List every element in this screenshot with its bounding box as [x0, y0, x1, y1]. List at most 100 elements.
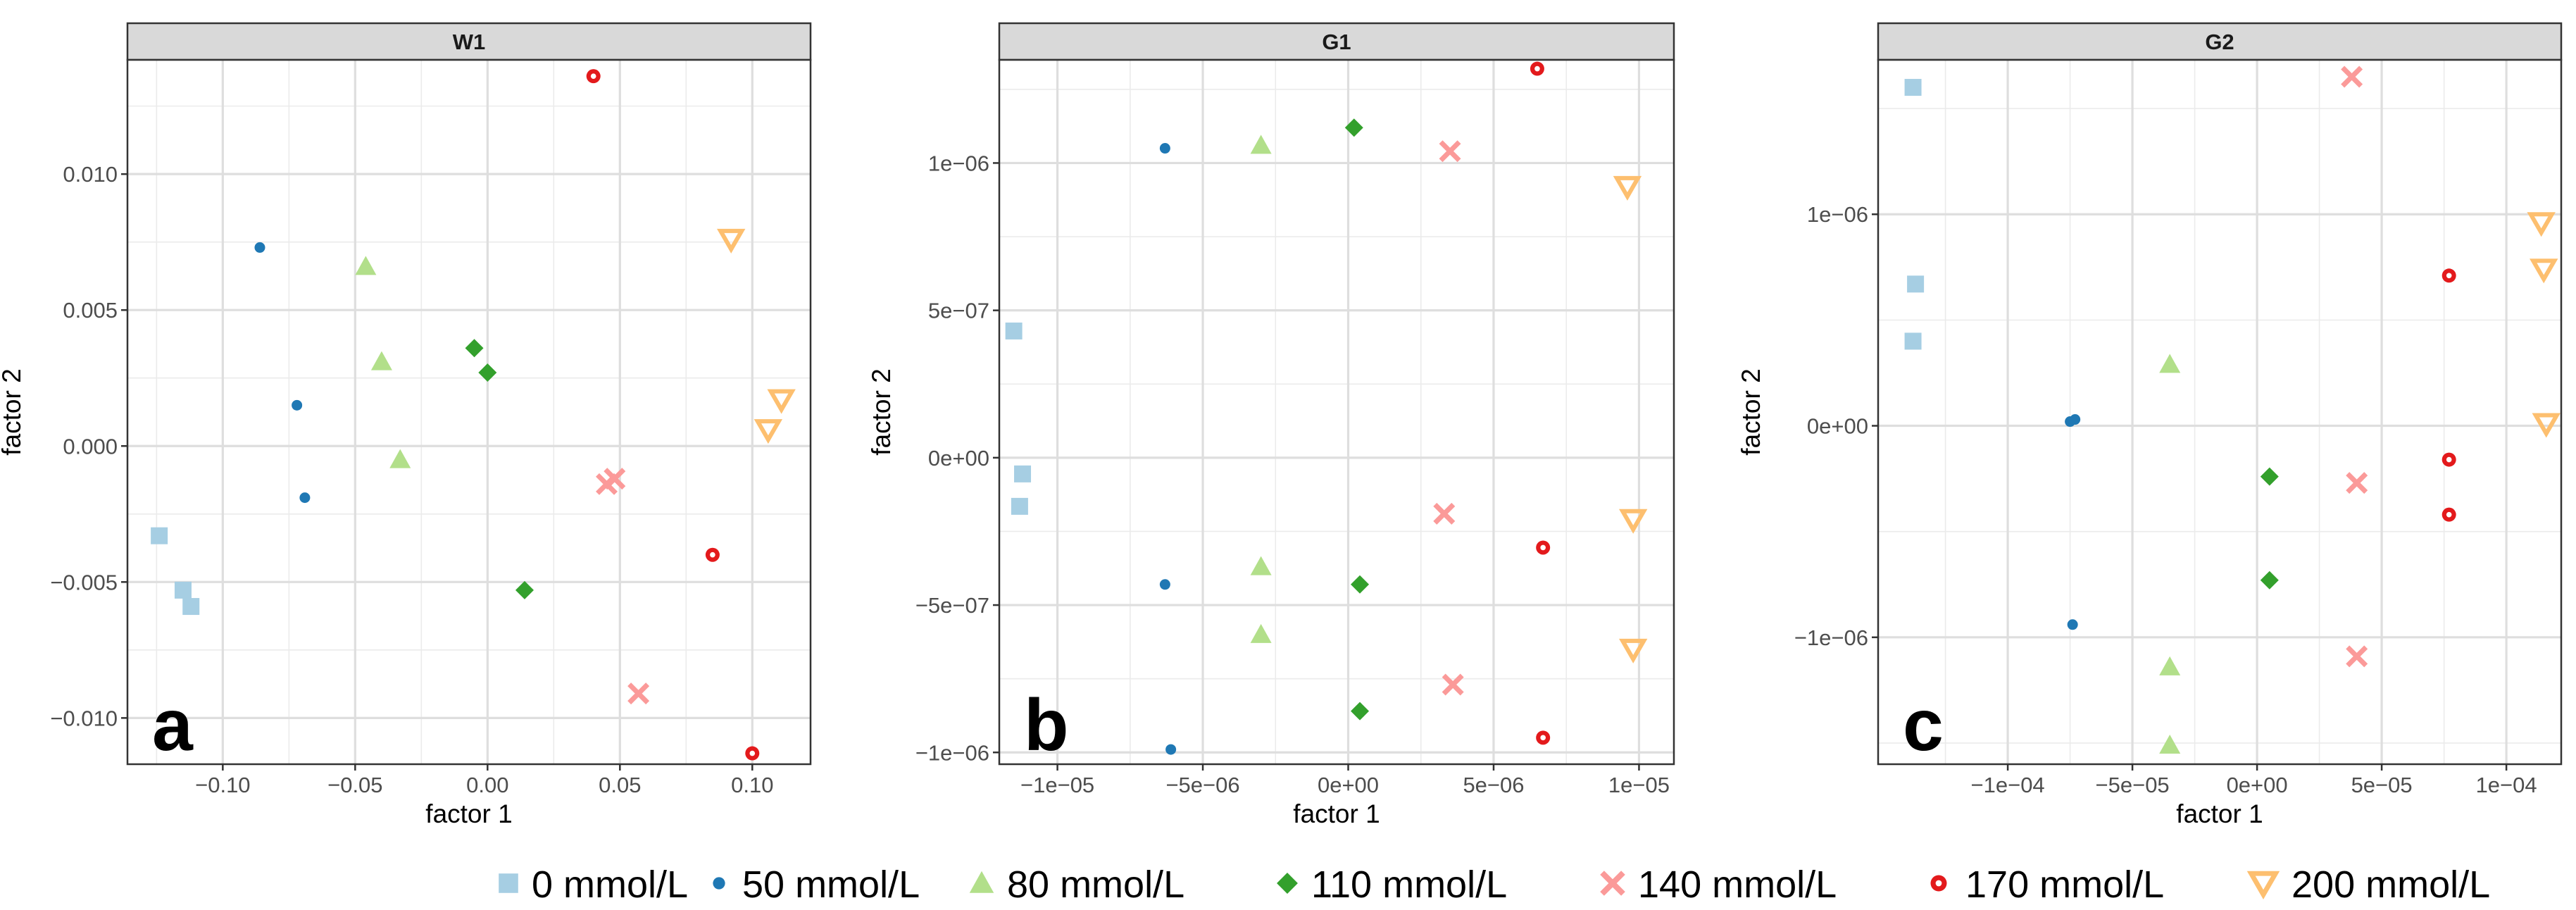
- legend-label: 0 mmol/L: [532, 864, 688, 906]
- x-tick-label: 1e−04: [2476, 773, 2537, 797]
- legend-key: [969, 871, 994, 893]
- data-point: [1442, 673, 1464, 696]
- y-tick-label: −5e−07: [915, 593, 989, 618]
- x-tick-label: 0.05: [599, 773, 641, 797]
- legend-key: [1600, 871, 1625, 896]
- y-tick-label: 0.000: [63, 434, 118, 459]
- data-point: [1907, 275, 1925, 293]
- data-point: [1351, 702, 1370, 721]
- legend-item: 140 mmol/L: [1600, 864, 1837, 906]
- legend-item: 50 mmol/L: [713, 864, 920, 906]
- legend-key: [1277, 873, 1298, 894]
- x-tick-label: 1e−05: [1608, 773, 1670, 797]
- panel-border: [126, 58, 812, 766]
- y-axis-title: factor 2: [867, 368, 896, 455]
- data-point: [705, 547, 720, 562]
- data-point: [1165, 744, 1177, 755]
- data-point: [478, 363, 497, 382]
- data-point: [1250, 623, 1272, 643]
- facet-title: G2: [2205, 30, 2234, 54]
- panel-g2: G2 −1e−04 −5e−05 0e+00 5e−05 1e−04 −1e−06 0e+00…: [1737, 22, 2563, 828]
- panel-border: [1877, 58, 2563, 766]
- x-axis-title: factor 1: [1293, 799, 1380, 828]
- data-point: [745, 746, 760, 761]
- data-point: [627, 682, 650, 705]
- data-point: [717, 228, 746, 254]
- data-point: [2070, 414, 2081, 425]
- x-tick-label: −0.05: [327, 773, 382, 797]
- x-axis-title: factor 1: [425, 799, 512, 828]
- legend-label: 110 mmol/L: [1311, 864, 1507, 906]
- x-tick-label: 0e+00: [1318, 773, 1379, 797]
- y-tick-label: 0e+00: [1807, 414, 1868, 439]
- data-point: [151, 527, 168, 544]
- legend-label: 170 mmol/L: [1965, 864, 2164, 906]
- data-point: [389, 449, 411, 468]
- data-point: [1005, 322, 1023, 339]
- data-point: [1618, 509, 1648, 534]
- data-point: [1014, 465, 1032, 482]
- data-point: [2260, 571, 2279, 590]
- x-tick-label: 0.10: [731, 773, 773, 797]
- y-tick-label: 1e−06: [928, 151, 989, 175]
- data-point: [1904, 332, 1922, 350]
- data-point: [254, 242, 265, 253]
- legend-key: [1930, 875, 1947, 892]
- facet-strip: [1877, 22, 2563, 61]
- data-point: [2159, 354, 2181, 373]
- legend-label: 200 mmol/L: [2291, 864, 2490, 906]
- plot-background: [127, 60, 811, 764]
- data-point: [370, 351, 392, 370]
- panel-label: a: [152, 685, 194, 766]
- data-point: [1536, 730, 1551, 745]
- y-tick-label: 5e−07: [928, 299, 989, 323]
- x-tick-label: −0.10: [195, 773, 250, 797]
- y-axis-title: factor 2: [1737, 368, 1765, 455]
- x-tick-label: 5e−05: [2351, 773, 2413, 797]
- legend: 0 mmol/L 50 mmol/L 80 mmol/L 110 mmol/L 140 …: [499, 864, 2490, 906]
- panel-label: b: [1024, 685, 1069, 766]
- x-tick-label: 0.00: [466, 773, 508, 797]
- facet-strip: [998, 22, 1675, 61]
- data-point: [2346, 645, 2368, 668]
- data-point: [2346, 472, 2368, 494]
- legend-label: 50 mmol/L: [742, 864, 920, 906]
- data-point: [182, 598, 200, 616]
- y-tick-label: −0.005: [50, 570, 118, 594]
- data-point: [465, 339, 484, 358]
- panel-w1: W1 −0.10 −0.05 0.00 0.05 0.10 −0.010 −0.005 0.00…: [0, 22, 812, 828]
- y-axis-title: factor 2: [0, 368, 26, 455]
- data-point: [515, 580, 534, 599]
- legend-item: 170 mmol/L: [1930, 864, 2164, 906]
- legend-key: [713, 877, 725, 890]
- data-point: [1613, 175, 1642, 201]
- legend-label: 80 mmol/L: [1007, 864, 1184, 906]
- data-point: [586, 69, 601, 84]
- legend-item: 80 mmol/L: [969, 864, 1184, 906]
- data-point: [355, 256, 377, 275]
- data-point: [767, 389, 796, 414]
- data-point: [1250, 135, 1272, 154]
- data-point: [604, 468, 626, 490]
- data-point: [2441, 268, 2456, 283]
- data-point: [1439, 140, 1461, 163]
- data-point: [2441, 507, 2456, 522]
- panel-g1: G1 −1e−05 −5e−06 0e+00 5e−06 1e−05 −1e−06 −5e−0…: [867, 22, 1675, 828]
- data-point: [292, 399, 303, 411]
- legend-label: 140 mmol/L: [1638, 864, 1837, 906]
- plot-background: [1878, 60, 2561, 764]
- data-point: [299, 492, 311, 504]
- facet-title: W1: [453, 30, 486, 54]
- y-tick-label: 1e−06: [1807, 202, 1868, 227]
- panel-label: c: [1903, 685, 1944, 766]
- x-tick-label: −1e−04: [1971, 773, 2045, 797]
- y-tick-label: −1e−06: [915, 740, 989, 765]
- y-tick-label: −0.010: [50, 706, 118, 730]
- data-point: [2159, 734, 2181, 754]
- legend-item: 0 mmol/L: [499, 864, 688, 906]
- data-point: [1159, 143, 1170, 154]
- x-axis-title: factor 1: [2176, 799, 2263, 828]
- data-point: [2530, 258, 2558, 284]
- x-tick-label: −1e−05: [1020, 773, 1094, 797]
